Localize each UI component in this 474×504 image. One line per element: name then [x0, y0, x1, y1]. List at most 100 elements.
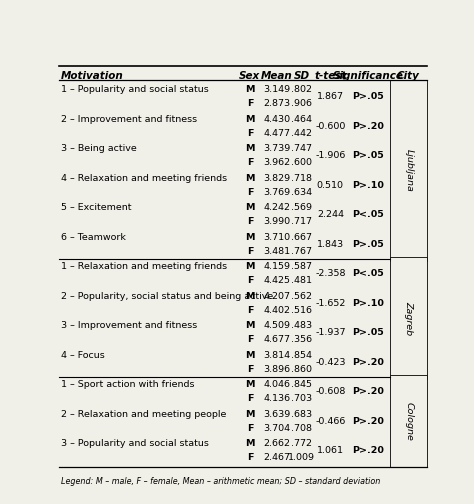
Text: 1.843: 1.843: [317, 239, 344, 248]
Text: .442: .442: [291, 129, 312, 138]
Text: F: F: [246, 364, 253, 373]
Text: F: F: [246, 158, 253, 167]
Text: 1.867: 1.867: [317, 92, 344, 101]
Text: 1.061: 1.061: [317, 446, 344, 455]
Text: 4 – Relaxation and meeting friends: 4 – Relaxation and meeting friends: [61, 173, 227, 182]
Text: P>.05: P>.05: [352, 92, 384, 101]
Text: .516: .516: [291, 305, 312, 314]
Text: 3.639: 3.639: [263, 410, 291, 418]
Text: M: M: [245, 85, 255, 94]
Text: 4.477: 4.477: [263, 129, 290, 138]
Text: 0.510: 0.510: [317, 180, 344, 190]
Text: 2.873: 2.873: [263, 99, 290, 108]
Text: -0.600: -0.600: [315, 121, 346, 131]
Text: 3.990: 3.990: [263, 217, 290, 226]
Text: M: M: [245, 114, 255, 123]
Text: F: F: [246, 305, 253, 314]
Text: M: M: [245, 439, 255, 448]
Text: P>.20: P>.20: [352, 446, 384, 455]
Text: 5 – Excitement: 5 – Excitement: [61, 203, 131, 212]
Text: P>.10: P>.10: [352, 298, 384, 307]
Text: 4.430: 4.430: [263, 114, 290, 123]
Text: 1 – Relaxation and meeting friends: 1 – Relaxation and meeting friends: [61, 262, 227, 271]
Text: 3.481: 3.481: [263, 246, 290, 256]
Text: 3.829: 3.829: [263, 173, 290, 182]
Text: -0.466: -0.466: [315, 416, 346, 425]
Text: .747: .747: [291, 144, 312, 153]
Text: Sex: Sex: [239, 71, 261, 81]
Text: 3.814: 3.814: [263, 351, 290, 359]
Text: M: M: [245, 321, 255, 330]
Text: Legend: M – male, F – female, Mean – arithmetic mean; SD – standard deviation: Legend: M – male, F – female, Mean – ari…: [61, 477, 380, 486]
Text: -2.358: -2.358: [315, 269, 346, 278]
Text: 4.425: 4.425: [263, 276, 290, 285]
Text: 4.159: 4.159: [263, 262, 290, 271]
Text: .481: .481: [291, 276, 312, 285]
Text: 4.402: 4.402: [263, 305, 290, 314]
Text: P<.05: P<.05: [352, 210, 384, 219]
Text: .767: .767: [291, 246, 312, 256]
Text: F: F: [246, 187, 253, 197]
Text: .356: .356: [291, 335, 312, 344]
Text: Cologne: Cologne: [404, 402, 413, 440]
Text: 3.896: 3.896: [263, 364, 290, 373]
Text: M: M: [245, 173, 255, 182]
Text: .854: .854: [291, 351, 312, 359]
Text: P>.20: P>.20: [352, 357, 384, 366]
Text: F: F: [246, 217, 253, 226]
Text: P<.05: P<.05: [352, 269, 384, 278]
Text: .718: .718: [291, 173, 312, 182]
Text: F: F: [246, 423, 253, 432]
Text: 2 – Relaxation and meeting people: 2 – Relaxation and meeting people: [61, 410, 226, 418]
Text: Ljubljana: Ljubljana: [404, 149, 413, 192]
Text: F: F: [246, 99, 253, 108]
FancyBboxPatch shape: [390, 80, 427, 261]
FancyBboxPatch shape: [390, 257, 427, 379]
Text: 3.704: 3.704: [263, 423, 290, 432]
Text: 4.509: 4.509: [263, 321, 290, 330]
Text: 2.467: 2.467: [263, 453, 290, 462]
Text: -1.652: -1.652: [315, 298, 346, 307]
Text: M: M: [245, 380, 255, 389]
Text: 4.046: 4.046: [263, 380, 290, 389]
Text: F: F: [246, 335, 253, 344]
Text: Motivation: Motivation: [61, 71, 123, 81]
Text: .464: .464: [291, 114, 312, 123]
Text: -1.937: -1.937: [315, 328, 346, 337]
Text: F: F: [246, 129, 253, 138]
Text: 4.207: 4.207: [263, 292, 290, 300]
Text: F: F: [246, 246, 253, 256]
Text: .667: .667: [291, 232, 312, 241]
Text: .703: .703: [291, 394, 312, 403]
Text: .562: .562: [291, 292, 312, 300]
Text: Significance: Significance: [333, 71, 404, 81]
Text: .600: .600: [291, 158, 312, 167]
Text: M: M: [245, 262, 255, 271]
Text: P>.20: P>.20: [352, 121, 384, 131]
Text: M: M: [245, 292, 255, 300]
Text: 3.962: 3.962: [263, 158, 290, 167]
Text: 4.242: 4.242: [263, 203, 290, 212]
Text: .845: .845: [291, 380, 312, 389]
Text: P>.05: P>.05: [352, 239, 384, 248]
Text: P>.05: P>.05: [352, 328, 384, 337]
Text: -0.608: -0.608: [315, 387, 346, 396]
Text: .802: .802: [291, 85, 312, 94]
Text: .634: .634: [291, 187, 312, 197]
Text: F: F: [246, 453, 253, 462]
Text: 1.009: 1.009: [288, 453, 315, 462]
Text: .906: .906: [291, 99, 312, 108]
Text: 3.710: 3.710: [263, 232, 290, 241]
Text: P>.10: P>.10: [352, 180, 384, 190]
Text: -1.906: -1.906: [315, 151, 346, 160]
Text: .860: .860: [291, 364, 312, 373]
Text: P>.20: P>.20: [352, 416, 384, 425]
Text: SD: SD: [293, 71, 310, 81]
Text: 3.149: 3.149: [263, 85, 290, 94]
Text: .772: .772: [291, 439, 312, 448]
Text: F: F: [246, 276, 253, 285]
Text: M: M: [245, 144, 255, 153]
Text: City: City: [397, 71, 419, 81]
FancyBboxPatch shape: [390, 375, 427, 467]
Text: 2.662: 2.662: [263, 439, 290, 448]
